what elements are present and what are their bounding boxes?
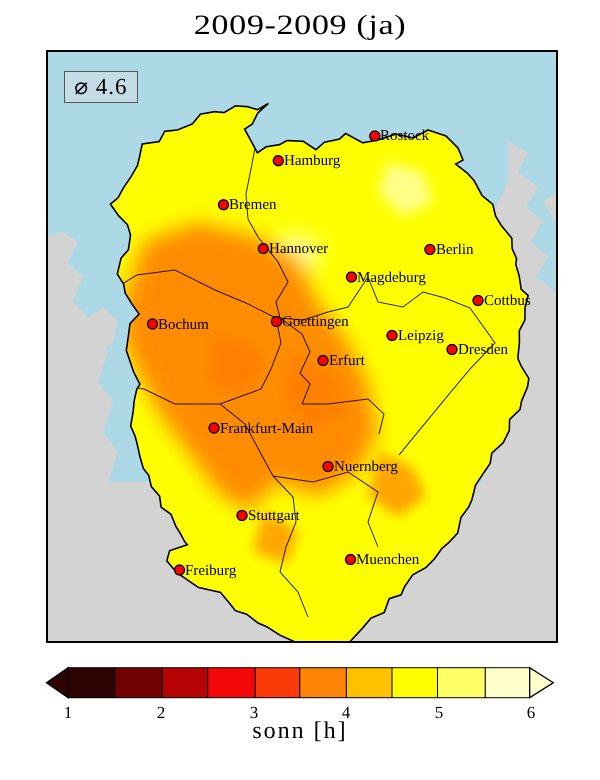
svg-text:Cottbus: Cottbus xyxy=(484,293,531,309)
svg-text:Rostock: Rostock xyxy=(380,128,430,144)
svg-text:Frankfurt-Main: Frankfurt-Main xyxy=(220,421,314,437)
svg-text:Hamburg: Hamburg xyxy=(284,153,341,169)
svg-text:Bremen: Bremen xyxy=(229,197,277,213)
svg-text:Stuttgart: Stuttgart xyxy=(248,508,300,524)
svg-text:Dresden: Dresden xyxy=(458,342,508,358)
svg-text:Erfurt: Erfurt xyxy=(329,353,366,369)
svg-text:Hannover: Hannover xyxy=(269,241,328,257)
svg-text:Goettingen: Goettingen xyxy=(282,314,349,330)
svg-text:Nuernberg: Nuernberg xyxy=(334,459,398,475)
svg-text:Freiburg: Freiburg xyxy=(185,563,237,579)
svg-text:Bochum: Bochum xyxy=(158,317,209,333)
svg-text:Muenchen: Muenchen xyxy=(356,552,420,568)
svg-text:Magdeburg: Magdeburg xyxy=(357,270,426,286)
svg-text:Berlin: Berlin xyxy=(436,242,474,258)
svg-text:Leipzig: Leipzig xyxy=(398,328,444,344)
